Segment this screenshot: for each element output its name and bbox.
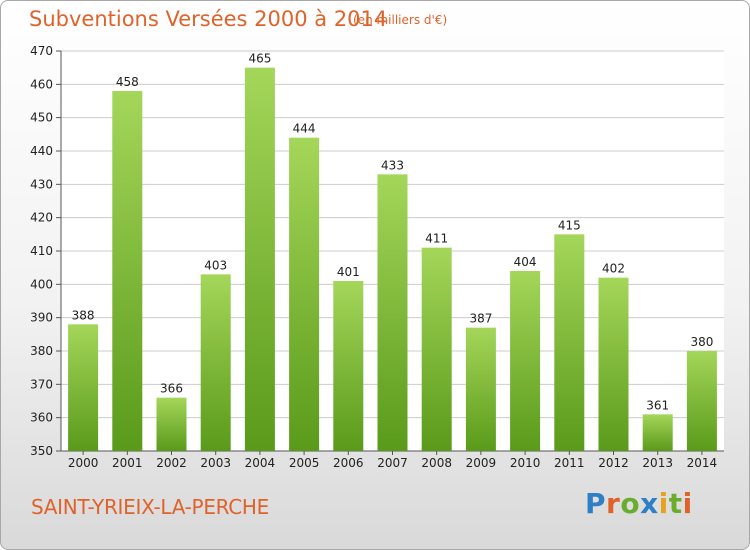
data-label: 403 [204, 258, 227, 272]
data-label: 361 [646, 398, 669, 412]
bar [510, 271, 541, 451]
y-tick-label: 430 [30, 177, 53, 191]
x-tick-label: 2014 [687, 456, 718, 470]
data-label: 444 [293, 122, 316, 136]
bar [289, 137, 320, 451]
data-label: 415 [558, 218, 581, 232]
bar [686, 351, 717, 451]
x-tick-label: 2010 [510, 456, 541, 470]
data-label: 402 [602, 262, 625, 276]
x-tick-label: 2003 [200, 456, 231, 470]
bar [112, 91, 143, 451]
y-tick-label: 410 [30, 244, 53, 258]
y-tick-label: 390 [30, 311, 53, 325]
bar [554, 234, 585, 451]
chart-title: Subventions Versées 2000 à 2014 [29, 7, 388, 31]
data-label: 458 [116, 75, 139, 89]
y-tick-label: 470 [30, 44, 53, 58]
data-label: 380 [690, 335, 713, 349]
data-label: 433 [381, 158, 404, 172]
y-tick-label: 450 [30, 111, 53, 125]
y-tick-label: 380 [30, 344, 53, 358]
data-label: 411 [425, 232, 448, 246]
bar [377, 174, 408, 452]
bar [244, 67, 275, 452]
bar [642, 414, 673, 451]
x-tick-label: 2005 [289, 456, 320, 470]
commune-name: SAINT-YRIEIX-LA-PERCHE [31, 495, 269, 519]
y-tick-label: 440 [30, 144, 53, 158]
y-tick-label: 460 [30, 77, 53, 91]
bar [156, 397, 187, 451]
y-tick-label: 360 [30, 411, 53, 425]
y-tick-label: 370 [30, 377, 53, 391]
bar [200, 274, 231, 451]
x-tick-label: 2000 [68, 456, 99, 470]
chart-subtitle: (en milliers d'€) [353, 13, 448, 27]
x-tick-label: 2012 [598, 456, 629, 470]
data-label: 388 [72, 308, 95, 322]
x-tick-label: 2007 [377, 456, 408, 470]
y-tick-label: 350 [30, 444, 53, 458]
y-tick-label: 420 [30, 211, 53, 225]
data-label: 404 [514, 255, 537, 269]
x-tick-label: 2011 [554, 456, 585, 470]
y-tick-label: 400 [30, 277, 53, 291]
bar [598, 277, 629, 451]
x-tick-label: 2004 [245, 456, 276, 470]
x-tick-label: 2002 [156, 456, 187, 470]
x-tick-label: 2006 [333, 456, 364, 470]
data-label: 401 [337, 265, 360, 279]
x-tick-label: 2008 [421, 456, 452, 470]
proxiti-logo[interactable]: Proxiti [585, 487, 693, 520]
x-tick-label: 2001 [112, 456, 143, 470]
bar [333, 281, 364, 451]
data-label: 387 [469, 312, 492, 326]
data-label: 366 [160, 382, 183, 396]
bar [465, 327, 496, 451]
data-label: 465 [248, 52, 271, 66]
x-tick-label: 2009 [466, 456, 497, 470]
bar [421, 247, 452, 451]
x-tick-label: 2013 [642, 456, 673, 470]
bar [68, 324, 99, 451]
